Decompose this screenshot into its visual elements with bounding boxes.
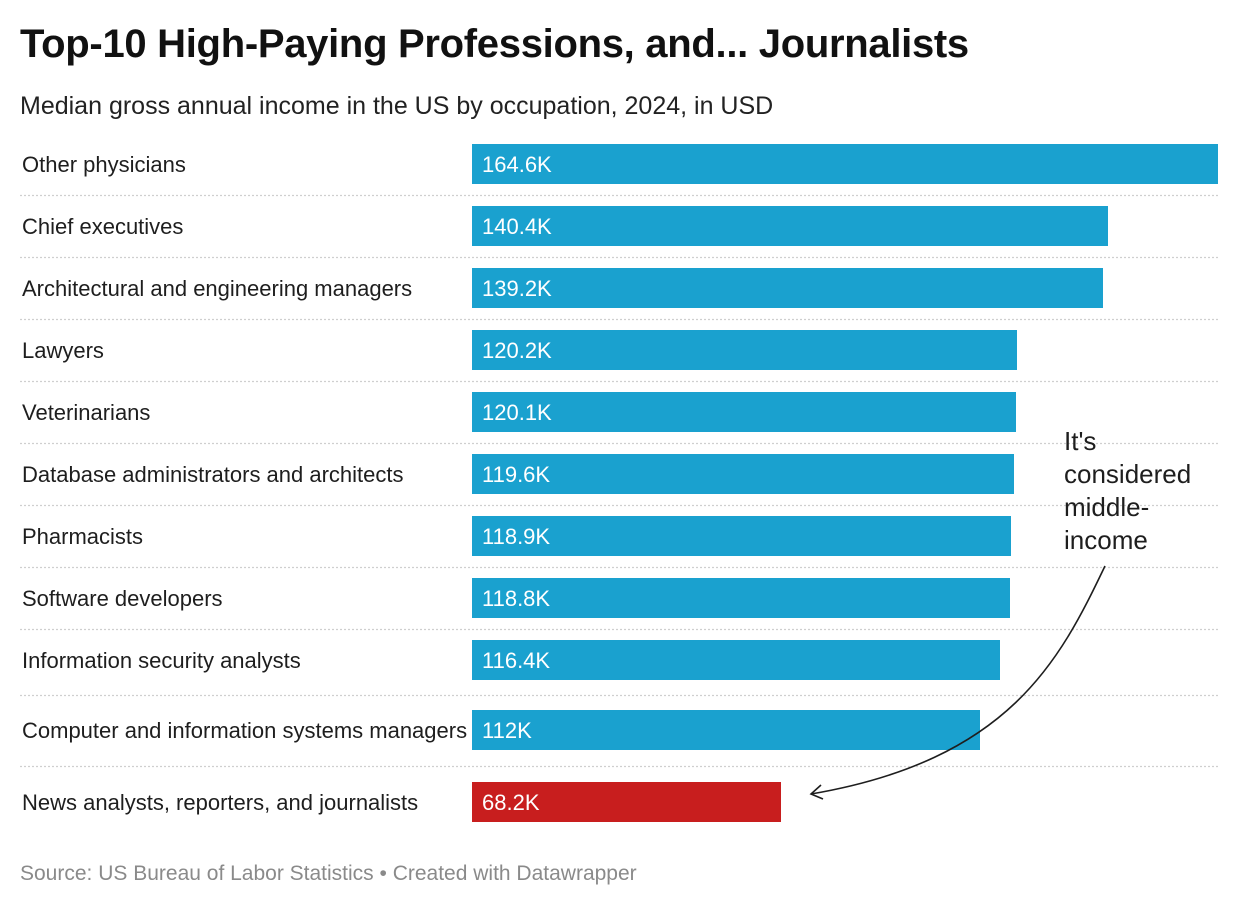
category-label: Software developers xyxy=(22,586,223,611)
value-label: 68.2K xyxy=(482,790,540,815)
chart-title: Top-10 High-Paying Professions, and... J… xyxy=(20,22,969,66)
value-label: 139.2K xyxy=(482,276,552,301)
category-label: Lawyers xyxy=(22,338,104,363)
bar xyxy=(472,268,1103,308)
bar xyxy=(472,710,980,750)
category-label: Information security analysts xyxy=(22,648,301,673)
value-label: 112K xyxy=(482,718,532,743)
annotation-text: It's considered middle-income xyxy=(1064,426,1191,555)
chart-subtitle: Median gross annual income in the US by … xyxy=(20,92,774,120)
value-label: 118.9K xyxy=(482,524,550,549)
bar xyxy=(472,330,1017,370)
value-label: 120.2K xyxy=(482,338,552,363)
category-label: Architectural and engineering managers xyxy=(22,276,412,301)
value-label: 116.4K xyxy=(482,648,550,673)
bar xyxy=(472,640,1000,680)
bar xyxy=(472,392,1016,432)
annotation-arrow xyxy=(810,565,1106,795)
category-label: Other physicians xyxy=(22,152,186,177)
category-label: Veterinarians xyxy=(22,400,150,425)
bar xyxy=(472,578,1010,618)
highlight-bar xyxy=(472,782,781,822)
value-label: 118.8K xyxy=(482,586,550,611)
value-label: 119.6K xyxy=(482,462,550,487)
value-label: 120.1K xyxy=(482,400,552,425)
bar xyxy=(472,144,1218,184)
value-label: 140.4K xyxy=(482,214,552,239)
category-label: Pharmacists xyxy=(22,524,143,549)
category-label: Computer and information systems manager… xyxy=(22,718,467,743)
bar xyxy=(472,206,1108,246)
source-footer: Source: US Bureau of Labor Statistics • … xyxy=(20,862,637,885)
category-label: News analysts, reporters, and journalist… xyxy=(22,790,418,815)
bar xyxy=(472,516,1011,556)
value-label: 164.6K xyxy=(482,152,552,177)
category-label: Database administrators and architects xyxy=(22,462,404,487)
category-label: Chief executives xyxy=(22,214,183,239)
bar xyxy=(472,454,1014,494)
annotation-arrowhead xyxy=(809,784,824,800)
